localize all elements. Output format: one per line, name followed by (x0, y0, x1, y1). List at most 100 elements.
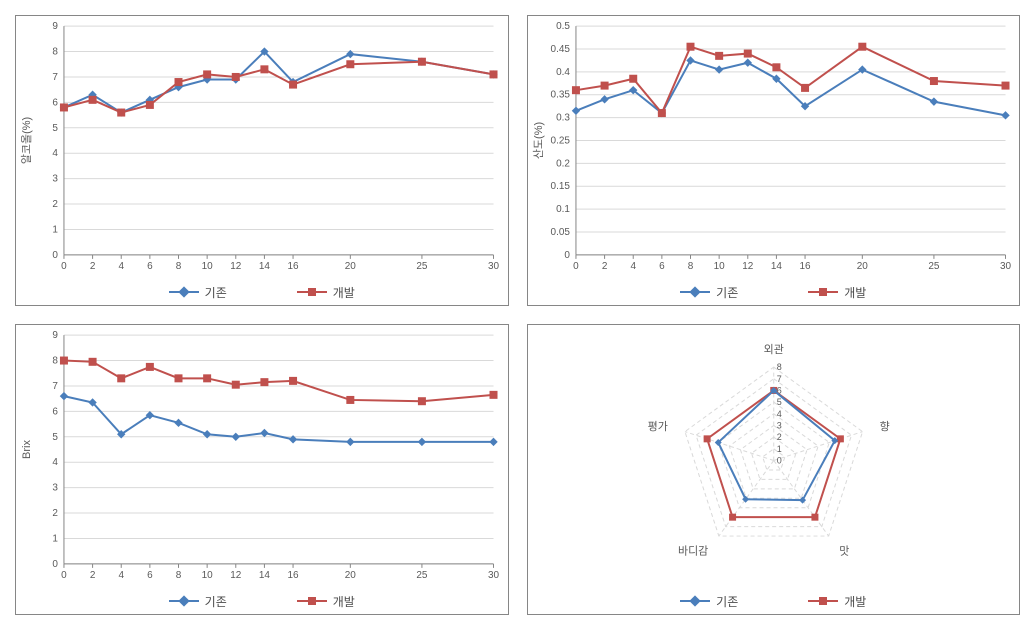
svg-text:1: 1 (776, 444, 781, 454)
svg-text:외관: 외관 (763, 343, 783, 356)
svg-text:30: 30 (999, 261, 1011, 272)
svg-text:2: 2 (52, 508, 58, 519)
svg-text:0: 0 (776, 455, 781, 465)
svg-text:7: 7 (776, 374, 781, 384)
legend-acidity: 기존 개발 (528, 279, 1020, 305)
legend-label-series1: 기존 (716, 284, 738, 301)
svg-text:16: 16 (288, 261, 300, 272)
legend-item-series1: 기존 (680, 284, 738, 301)
panel-radar: 012345678외관향맛바디감평가 기존 개발 (527, 324, 1021, 615)
svg-text:0.45: 0.45 (550, 44, 570, 55)
svg-text:8: 8 (52, 356, 58, 367)
svg-text:0: 0 (52, 559, 58, 570)
svg-text:10: 10 (713, 261, 725, 272)
svg-text:0.5: 0.5 (556, 21, 570, 32)
legend-item-series1: 기존 (680, 593, 738, 610)
svg-text:알코올(%): 알코올(%) (19, 117, 33, 164)
legend-label-series2: 개발 (333, 593, 355, 610)
svg-brix: 01234567890246810121416202530Brix (16, 325, 508, 588)
svg-text:바디감: 바디감 (677, 545, 707, 558)
svg-text:6: 6 (147, 261, 153, 272)
panel-brix: 01234567890246810121416202530Brix 기존 개발 (15, 324, 509, 615)
svg-text:8: 8 (176, 261, 182, 272)
svg-text:4: 4 (52, 148, 58, 159)
legend-label-series1: 기존 (205, 593, 227, 610)
svg-text:8: 8 (687, 261, 693, 272)
legend-label-series2: 개발 (844, 284, 866, 301)
svg-text:0.25: 0.25 (550, 136, 570, 147)
svg-text:산도(%): 산도(%) (531, 122, 544, 159)
panel-acidity: 00.050.10.150.20.250.30.350.40.450.50246… (527, 15, 1021, 306)
svg-text:12: 12 (230, 570, 242, 581)
svg-text:0: 0 (61, 570, 67, 581)
chart-radar: 012345678외관향맛바디감평가 (528, 325, 1020, 588)
svg-text:맛: 맛 (839, 545, 849, 558)
svg-text:4: 4 (630, 261, 636, 272)
svg-text:4: 4 (118, 570, 124, 581)
svg-text:0.35: 0.35 (550, 90, 570, 101)
svg-text:3: 3 (52, 174, 58, 185)
svg-text:14: 14 (259, 570, 271, 581)
chart-grid: 01234567890246810121416202530알코올(%) 기존 개… (0, 0, 1035, 630)
svg-text:3: 3 (776, 420, 781, 430)
svg-text:8: 8 (176, 570, 182, 581)
legend-brix: 기존 개발 (16, 588, 508, 614)
svg-text:2: 2 (776, 432, 781, 442)
svg-text:12: 12 (742, 261, 754, 272)
legend-item-series2: 개발 (297, 593, 355, 610)
svg-text:3: 3 (52, 483, 58, 494)
svg-text:1: 1 (52, 533, 58, 544)
svg-text:6: 6 (52, 97, 58, 108)
svg-text:6: 6 (52, 406, 58, 417)
chart-acidity: 00.050.10.150.20.250.30.350.40.450.50246… (528, 16, 1020, 279)
svg-text:Brix: Brix (21, 440, 33, 459)
svg-acidity: 00.050.10.150.20.250.30.350.40.450.50246… (528, 16, 1020, 279)
svg-text:0.3: 0.3 (556, 113, 570, 124)
svg-text:0.05: 0.05 (550, 227, 570, 238)
svg-text:9: 9 (52, 21, 58, 32)
svg-text:30: 30 (488, 570, 500, 581)
svg-text:2: 2 (601, 261, 607, 272)
svg-text:향: 향 (879, 420, 889, 433)
svg-text:16: 16 (288, 570, 300, 581)
legend-label-series1: 기존 (716, 593, 738, 610)
svg-text:4: 4 (118, 261, 124, 272)
svg-text:20: 20 (856, 261, 868, 272)
svg-text:0: 0 (564, 250, 570, 261)
svg-text:10: 10 (202, 570, 214, 581)
legend-item-series2: 개발 (808, 284, 866, 301)
svg-text:25: 25 (416, 570, 428, 581)
svg-text:6: 6 (147, 570, 153, 581)
svg-text:2: 2 (52, 199, 58, 210)
svg-text:5: 5 (776, 397, 781, 407)
svg-text:평가: 평가 (647, 420, 667, 433)
svg-text:0.1: 0.1 (556, 204, 570, 215)
svg-text:8: 8 (776, 362, 781, 372)
svg-radar: 012345678외관향맛바디감평가 (528, 325, 1020, 588)
svg-alcohol: 01234567890246810121416202530알코올(%) (16, 16, 508, 279)
svg-text:25: 25 (416, 261, 428, 272)
svg-text:8: 8 (52, 47, 58, 58)
svg-text:7: 7 (52, 72, 58, 83)
legend-label-series2: 개발 (844, 593, 866, 610)
legend-radar: 기존 개발 (528, 588, 1020, 614)
svg-text:20: 20 (345, 261, 357, 272)
svg-text:5: 5 (52, 123, 58, 134)
svg-text:16: 16 (799, 261, 811, 272)
svg-text:1: 1 (52, 224, 58, 235)
legend-alcohol: 기존 개발 (16, 279, 508, 305)
svg-text:9: 9 (52, 330, 58, 341)
legend-item-series2: 개발 (297, 284, 355, 301)
chart-alcohol: 01234567890246810121416202530알코올(%) (16, 16, 508, 279)
svg-text:4: 4 (776, 409, 781, 419)
chart-brix: 01234567890246810121416202530Brix (16, 325, 508, 588)
svg-text:10: 10 (202, 261, 214, 272)
svg-text:14: 14 (770, 261, 782, 272)
svg-text:0: 0 (573, 261, 579, 272)
svg-text:0.4: 0.4 (556, 67, 570, 78)
svg-text:30: 30 (488, 261, 500, 272)
legend-label-series1: 기존 (205, 284, 227, 301)
legend-item-series2: 개발 (808, 593, 866, 610)
svg-text:20: 20 (345, 570, 357, 581)
legend-item-series1: 기존 (169, 593, 227, 610)
